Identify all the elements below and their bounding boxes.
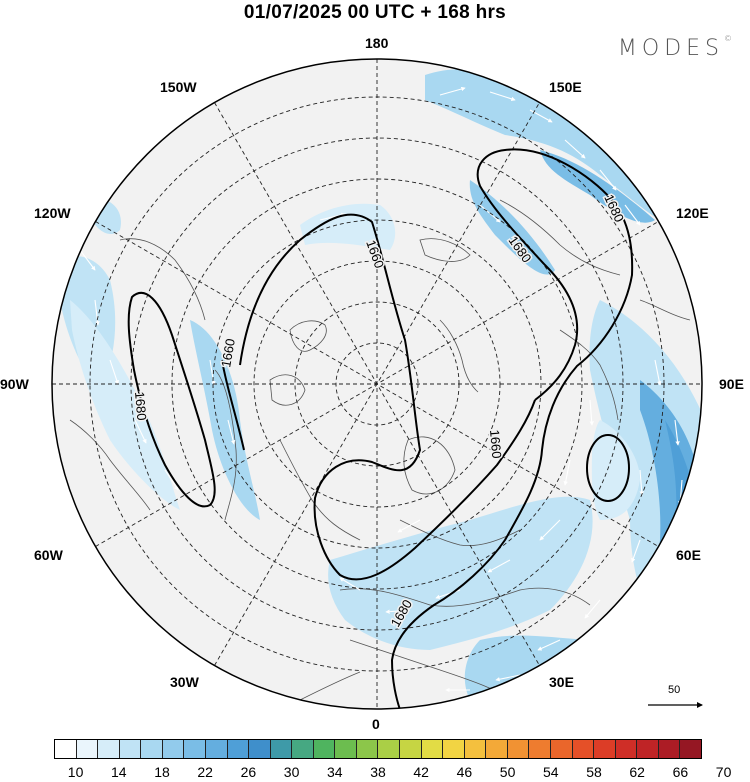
colorbar-tick-label: 38	[370, 764, 386, 780]
contour-label-1660-left: 1660	[218, 337, 238, 368]
colorbar-cell	[658, 740, 681, 758]
polar-map: 1660 1660 1660 1680 1680 1680 1680	[51, 58, 703, 710]
colorbar-tick-label: 54	[543, 764, 559, 780]
lon-label-30w: 30W	[170, 674, 199, 690]
colorbar-tick-label: 30	[283, 764, 300, 780]
lon-label-90e: 90E	[719, 376, 744, 392]
colorbar-cell	[184, 740, 206, 758]
colorbar-cell	[205, 740, 228, 758]
graticule	[52, 59, 702, 709]
colorbar-cell	[378, 740, 400, 758]
lon-label-180: 180	[365, 35, 389, 51]
colorbar-tick-label: 50	[499, 764, 516, 780]
colorbar-cell	[227, 740, 250, 758]
colorbar-tick-label: 58	[586, 764, 602, 780]
colorbar-tick-label: 70	[715, 764, 732, 780]
colorbar-cell	[335, 740, 357, 758]
colorbar-cell	[292, 740, 314, 758]
colorbar-cell	[98, 740, 120, 758]
lon-label-120w: 120W	[34, 205, 71, 221]
lon-label-90w: 90W	[0, 376, 29, 392]
colorbar-cell	[313, 740, 336, 758]
colorbar-cell	[76, 740, 99, 758]
colorbar-cell	[550, 740, 573, 758]
colorbar-cell	[572, 740, 595, 758]
contour-label-1660-right: 1660	[487, 429, 504, 459]
colorbar-tick-label: 42	[413, 764, 429, 780]
colorbar-cell	[529, 740, 551, 758]
colorbar-tick-label: 46	[456, 764, 473, 780]
map-border	[51, 58, 703, 710]
colorbar-tick-label: 14	[111, 764, 127, 780]
colorbar-tick-label: 18	[154, 764, 170, 780]
colorbar-cell	[507, 740, 530, 758]
colorbar-tick-label: 26	[240, 764, 257, 780]
colorbar-cell	[356, 740, 379, 758]
colorbar-cell	[119, 740, 142, 758]
lon-label-60w: 60W	[34, 547, 63, 563]
geopotential-contours	[127, 148, 634, 709]
colorbar-tick-label: 66	[672, 764, 689, 780]
colorbar-labels: 10 14 18 22 26 30 34 38 42 46 50 54 58 62 66 70	[54, 764, 732, 782]
contour-labels: 1660 1660 1660 1680 1680 1680 1680	[131, 190, 629, 631]
colorbar-tick-label: 10	[67, 764, 84, 780]
colorbar-cell	[615, 740, 638, 758]
colorbar	[54, 739, 702, 759]
lon-label-150e: 150E	[549, 79, 582, 95]
lon-label-120e: 120E	[676, 205, 709, 221]
map-title: 01/07/2025 00 UTC + 168 hrs	[243, 2, 507, 23]
lon-label-60e: 60E	[676, 547, 701, 563]
colorbar-cell	[680, 740, 701, 758]
colorbar-tick-label: 62	[629, 764, 645, 780]
colorbar-cell	[249, 740, 271, 758]
colorbar-cell	[162, 740, 185, 758]
colorbar-tick-label: 34	[327, 764, 343, 780]
colorbar-cell	[400, 740, 422, 758]
reference-vector-value: 50	[668, 684, 681, 696]
colorbar-cell	[637, 740, 659, 758]
colorbar-cell	[421, 740, 444, 758]
colorbar-cell	[464, 740, 487, 758]
modes-logo: MODES©	[618, 34, 732, 61]
colorbar-cell	[594, 740, 616, 758]
lon-label-150w: 150W	[160, 79, 197, 95]
colorbar-cell	[443, 740, 465, 758]
colorbar-cell	[270, 740, 293, 758]
colorbar-cell	[486, 740, 508, 758]
lon-label-30e: 30E	[549, 674, 574, 690]
colorbar-cell	[141, 740, 163, 758]
contour-label-1680-west: 1680	[132, 391, 149, 421]
colorbar-tick-label: 22	[197, 764, 213, 780]
colorbar-cell	[55, 740, 77, 758]
brand-mark: ©	[724, 34, 732, 43]
lon-label-0: 0	[372, 716, 380, 732]
brand-name: MODES	[617, 36, 724, 61]
